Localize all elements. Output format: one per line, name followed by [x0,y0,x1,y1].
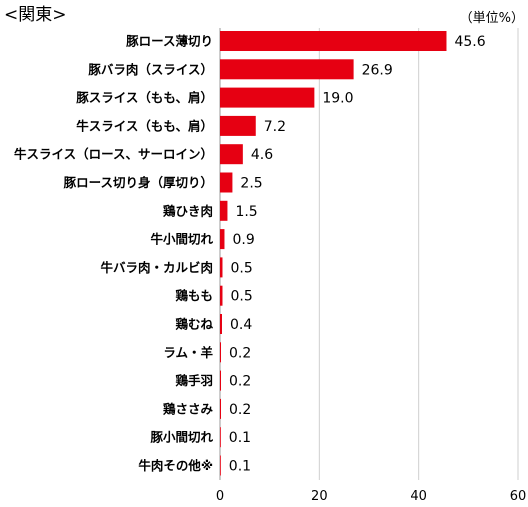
value-label: 0.1 [229,459,251,475]
unit-label: （単位%） [460,10,524,26]
category-label: 鶏もも [175,288,213,303]
x-axis-ticks: 0 20 40 60 [216,489,526,504]
x-tick-label: 40 [410,489,427,504]
bar [220,257,223,278]
category-label: 鶏ひき肉 [163,203,213,218]
bar [220,455,221,476]
value-labels: 45.6 26.9 19.0 7.2 4.6 2.5 1.5 0.9 0.5 0.5 0.4 0.2 0… [229,34,486,475]
bar [220,144,243,165]
bar [220,229,225,250]
value-label: 4.6 [251,147,273,163]
category-label: 鶏ささみ [163,401,214,416]
category-label: 牛肉その他※ [138,458,213,473]
bar [220,370,221,391]
bar [220,398,221,419]
bar [220,59,354,80]
region-label: <関東> [4,5,67,25]
category-label: 牛バラ肉・カルビ肉 [100,260,213,275]
value-label: 7.2 [264,119,286,135]
bar [220,172,233,193]
x-tick-label: 20 [311,489,328,504]
value-label: 0.4 [230,317,252,333]
bar [220,200,228,221]
bar [220,31,447,51]
x-tick-label: 0 [216,489,224,504]
value-label: 0.2 [229,345,251,361]
bar [220,342,221,363]
category-label: 鶏手羽 [175,373,213,388]
bars [220,31,447,476]
category-label: 豚ロース切り身（厚切り） [64,175,213,190]
bar [220,285,223,306]
value-label: 19.0 [322,91,353,107]
bar [220,87,315,108]
category-label: 豚バラ肉（スライス） [88,62,213,77]
value-label: 0.1 [229,430,251,446]
value-label: 2.5 [240,176,262,192]
value-label: 0.9 [232,232,254,248]
category-label: ラム・羊 [163,345,213,360]
category-label: 豚小間切れ [150,430,213,445]
value-label: 0.5 [230,289,252,305]
category-label: 豚ロース薄切り [126,34,213,49]
value-label: 1.5 [235,204,257,220]
value-label: 26.9 [362,62,393,78]
value-label: 0.2 [229,374,251,390]
bar [220,314,222,334]
bar [220,427,221,448]
bar [220,115,256,136]
value-label: 0.2 [229,402,251,418]
category-label: 牛スライス（ロース、サーロイン） [14,147,213,162]
category-label: 牛小間切れ [150,232,213,247]
category-label: 牛スライス（もも、肩） [76,118,213,133]
value-label: 45.6 [454,34,485,50]
value-label: 0.5 [230,260,252,276]
x-tick-label: 60 [510,489,527,504]
category-label: 鶏むね [175,317,213,332]
category-label: 豚スライス（もも、肩） [76,90,213,105]
